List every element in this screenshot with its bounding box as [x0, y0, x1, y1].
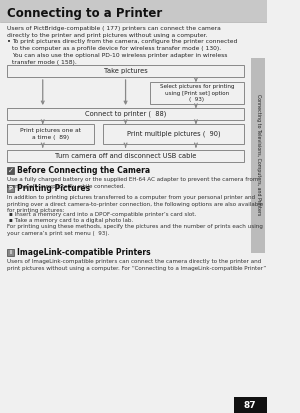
- Bar: [7, 185, 14, 192]
- Text: Users of PictBridge-compatible ( 177) printers can connect the camera
directly t: Users of PictBridge-compatible ( 177) pr…: [7, 26, 221, 38]
- Bar: [0, 0, 267, 22]
- Text: Print pictures one at
a time (  89): Print pictures one at a time ( 89): [20, 128, 81, 140]
- Bar: [251, 58, 266, 253]
- Text: Select pictures for printing
using [Print set] option
(  93): Select pictures for printing using [Prin…: [160, 84, 234, 102]
- Text: 87: 87: [244, 401, 256, 410]
- Bar: [234, 397, 267, 413]
- Text: I: I: [10, 250, 12, 255]
- Text: For printing using these methods, specify the pictures and the number of prints : For printing using these methods, specif…: [7, 224, 263, 235]
- Text: Print multiple pictures (  90): Print multiple pictures ( 90): [127, 131, 220, 137]
- Bar: [7, 167, 14, 174]
- Bar: [150, 82, 244, 104]
- Text: ▪ Take a memory card to a digital photo lab.: ▪ Take a memory card to a digital photo …: [9, 218, 133, 223]
- Text: Connect to printer (  88): Connect to printer ( 88): [85, 111, 166, 117]
- Bar: [103, 124, 244, 144]
- Text: Users of ImageLink-compatible printers can connect the camera directly to the pr: Users of ImageLink-compatible printers c…: [7, 259, 266, 271]
- Text: Printing Pictures: Printing Pictures: [17, 184, 90, 193]
- Bar: [7, 65, 244, 77]
- Bar: [7, 150, 244, 162]
- Text: Before Connecting the Camera: Before Connecting the Camera: [17, 166, 150, 175]
- Text: P: P: [9, 186, 13, 191]
- Bar: [7, 249, 14, 256]
- Text: Turn camera off and disconnect USB cable: Turn camera off and disconnect USB cable: [55, 153, 196, 159]
- Text: •: •: [7, 39, 11, 45]
- Text: ▪ Insert a memory card into a DPOF-compatible printer’s card slot.: ▪ Insert a memory card into a DPOF-compa…: [9, 212, 196, 217]
- Text: Take pictures: Take pictures: [104, 68, 147, 74]
- Text: ✓: ✓: [8, 168, 14, 173]
- Text: In addition to printing pictures transferred to a computer from your personal pr: In addition to printing pictures transfe…: [7, 195, 263, 213]
- Text: Use a fully charged battery or the supplied EH-64 AC adapter to prevent the came: Use a fully charged battery or the suppl…: [7, 177, 259, 189]
- Text: Connecting to a Printer: Connecting to a Printer: [7, 7, 162, 21]
- Bar: [7, 124, 94, 144]
- Text: ImageLink-compatible Printers: ImageLink-compatible Printers: [17, 248, 151, 257]
- Text: To print pictures directly from the camera, configure the printer connected
to t: To print pictures directly from the came…: [12, 39, 237, 65]
- Bar: [7, 108, 244, 120]
- Text: Connecting to Televisions, Computers, and Printers: Connecting to Televisions, Computers, an…: [256, 95, 261, 216]
